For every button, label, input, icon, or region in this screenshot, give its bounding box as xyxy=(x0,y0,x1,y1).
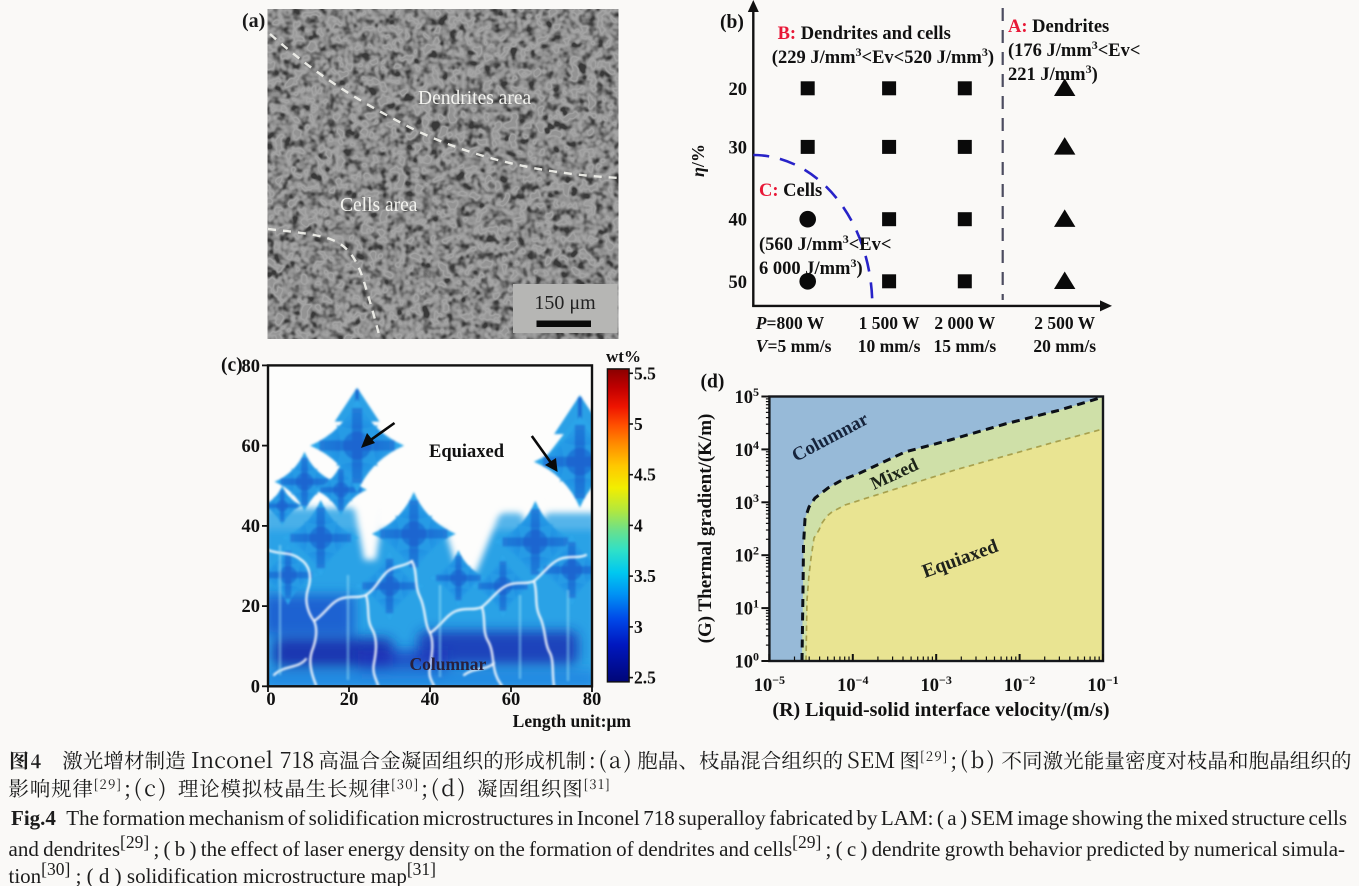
svg-text:10−3: 10−3 xyxy=(921,673,952,696)
svg-text:P=800 W: P=800 W xyxy=(755,313,825,333)
svg-text:A: Dendrites: A: Dendrites xyxy=(1008,17,1109,37)
svg-text:150 μm: 150 μm xyxy=(534,292,596,314)
svg-text:C: Cells: C: Cells xyxy=(759,181,822,201)
svg-text:103: 103 xyxy=(735,491,760,514)
svg-text:(R) Liquid-solid interface vel: (R) Liquid-solid interface velocity/(m/s… xyxy=(772,699,1109,721)
svg-text:100: 100 xyxy=(735,650,760,673)
svg-text:(c): (c) xyxy=(221,355,243,376)
svg-text:40: 40 xyxy=(242,517,261,537)
svg-text:(b): (b) xyxy=(720,12,744,33)
svg-text:4: 4 xyxy=(634,515,643,535)
svg-text:B: Dendrites and cells: B: Dendrites and cells xyxy=(778,24,951,44)
svg-text:0: 0 xyxy=(251,678,260,698)
svg-text:40: 40 xyxy=(421,690,440,710)
svg-text:20: 20 xyxy=(340,690,359,710)
svg-text:60: 60 xyxy=(242,437,261,457)
svg-text:Cells area: Cells area xyxy=(340,195,418,216)
svg-text:221 J/mm3): 221 J/mm3) xyxy=(1008,62,1098,85)
svg-text:(560 J/mm3<Ev<: (560 J/mm3<Ev< xyxy=(759,232,891,255)
svg-text:20: 20 xyxy=(242,597,261,617)
svg-text:3: 3 xyxy=(634,617,643,637)
svg-text:104: 104 xyxy=(735,438,760,461)
svg-text:80: 80 xyxy=(242,357,261,377)
svg-text:40: 40 xyxy=(729,211,748,231)
svg-text:4.5: 4.5 xyxy=(634,465,656,485)
svg-text:60: 60 xyxy=(502,690,521,710)
svg-text:(G) Thermal gradient/(K/m): (G) Thermal gradient/(K/m) xyxy=(695,414,716,644)
svg-text:wt%: wt% xyxy=(606,347,641,366)
svg-text:Length unit:μm: Length unit:μm xyxy=(513,711,632,731)
svg-text:V=5 mm/s: V=5 mm/s xyxy=(756,336,832,356)
svg-text:20: 20 xyxy=(729,80,748,100)
svg-text:2 000 W: 2 000 W xyxy=(934,313,995,333)
svg-text:50: 50 xyxy=(729,273,748,293)
svg-text:10−4: 10−4 xyxy=(837,673,868,696)
svg-text:(229 J/mm3<Ev<520 J/mm3): (229 J/mm3<Ev<520 J/mm3) xyxy=(772,45,994,68)
svg-text:(176 J/mm3<Ev<: (176 J/mm3<Ev< xyxy=(1008,38,1140,61)
svg-text:105: 105 xyxy=(735,385,760,408)
svg-text:101: 101 xyxy=(735,597,760,620)
svg-text:Columnar: Columnar xyxy=(410,654,487,674)
svg-text:6 000 J/mm3): 6 000 J/mm3) xyxy=(759,256,863,279)
svg-text:10−5: 10−5 xyxy=(754,673,785,696)
svg-text:30: 30 xyxy=(729,138,748,158)
svg-text:5.5: 5.5 xyxy=(634,363,656,383)
svg-text:10−1: 10−1 xyxy=(1087,673,1118,696)
svg-text:102: 102 xyxy=(735,544,760,567)
svg-text:Equiaxed: Equiaxed xyxy=(429,442,505,462)
svg-text:20 mm/s: 20 mm/s xyxy=(1033,336,1096,356)
svg-text:10 mm/s: 10 mm/s xyxy=(858,336,921,356)
svg-text:(a): (a) xyxy=(242,10,265,32)
svg-text:Dendrites area: Dendrites area xyxy=(418,88,531,109)
svg-text:2.5: 2.5 xyxy=(634,668,656,688)
svg-text:10−2: 10−2 xyxy=(1004,673,1035,696)
svg-text:15 mm/s: 15 mm/s xyxy=(933,336,996,356)
svg-text:(d): (d) xyxy=(701,372,725,393)
svg-text:1 500 W: 1 500 W xyxy=(859,313,920,333)
svg-text:2 500 W: 2 500 W xyxy=(1034,313,1095,333)
svg-text:80: 80 xyxy=(583,690,602,710)
svg-text:0: 0 xyxy=(266,690,275,710)
svg-text:3.5: 3.5 xyxy=(634,566,656,586)
svg-text:5: 5 xyxy=(634,414,643,434)
svg-text:η/%: η/% xyxy=(690,144,708,177)
